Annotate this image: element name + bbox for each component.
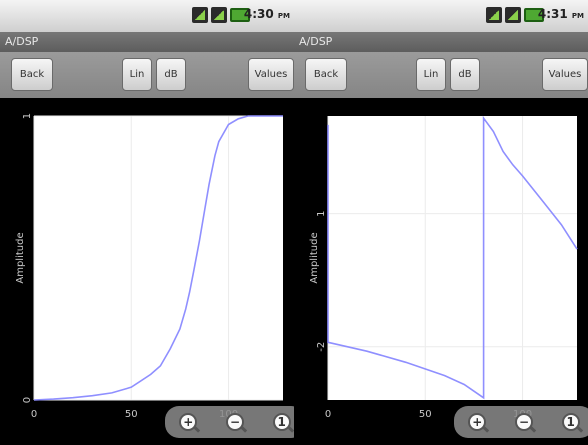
status-clock: 4:30 PM [243,7,290,21]
zoom-in-icon[interactable]: + [468,413,487,431]
x-tick-label: 0 [31,409,37,420]
zoom-controls: + − 1 [454,406,588,438]
back-button[interactable]: Back [305,58,347,91]
zoom-in-icon[interactable]: + [179,413,198,431]
y-axis-label: Amplitude [309,232,320,283]
plot-background [328,116,577,400]
zoom-out-icon[interactable]: − [225,413,244,431]
db-button[interactable]: dB [156,58,186,91]
amplitude-chart[interactable]: 05010001Amplitude [0,98,294,445]
app-title: A/DSP [294,32,588,52]
toolbar: Back Lin dB Values [0,52,294,98]
back-button[interactable]: Back [11,58,53,91]
lin-button[interactable]: Lin [416,58,446,91]
y-tick-label: 1 [316,210,327,216]
series-line [327,115,578,400]
cell-signal-icon [505,7,521,23]
values-button[interactable]: Values [248,58,294,91]
x-tick-label: 50 [419,409,432,420]
db-button[interactable]: dB [450,58,480,91]
x-tick-label: 50 [125,409,138,420]
series-line [33,115,283,401]
y-tick-label: 0 [22,397,33,403]
values-button[interactable]: Values [542,58,588,91]
battery-icon [230,8,250,22]
zoom-controls: + − 1 [165,406,294,438]
cell-signal-icon [211,7,227,23]
screen-right: 4:31 PM A/DSP Back Lin dB Values 0501001… [294,0,588,445]
y-tick-label: -2 [316,342,327,352]
y-tick-label: 1 [22,113,33,119]
zoom-out-icon[interactable]: − [514,413,533,431]
status-bar: 4:31 PM [294,0,588,32]
chart-svg: 05010001Amplitude [15,113,283,420]
plot-background [34,116,283,400]
app-title: A/DSP [0,32,294,52]
wifi-signal-icon [486,7,502,23]
lin-button[interactable]: Lin [122,58,152,91]
toolbar: Back Lin dB Values [294,52,588,98]
x-tick-label: 0 [325,409,331,420]
battery-icon [524,8,544,22]
wifi-signal-icon [192,7,208,23]
zoom-reset-icon[interactable]: 1 [561,413,580,431]
y-axis-label: Amplitude [15,232,26,283]
zoom-reset-icon[interactable]: 1 [272,413,291,431]
screen-left: 4:30 PM A/DSP Back Lin dB Values 0501000… [0,0,294,445]
status-clock: 4:31 PM [537,7,584,21]
status-bar: 4:30 PM [0,0,294,32]
